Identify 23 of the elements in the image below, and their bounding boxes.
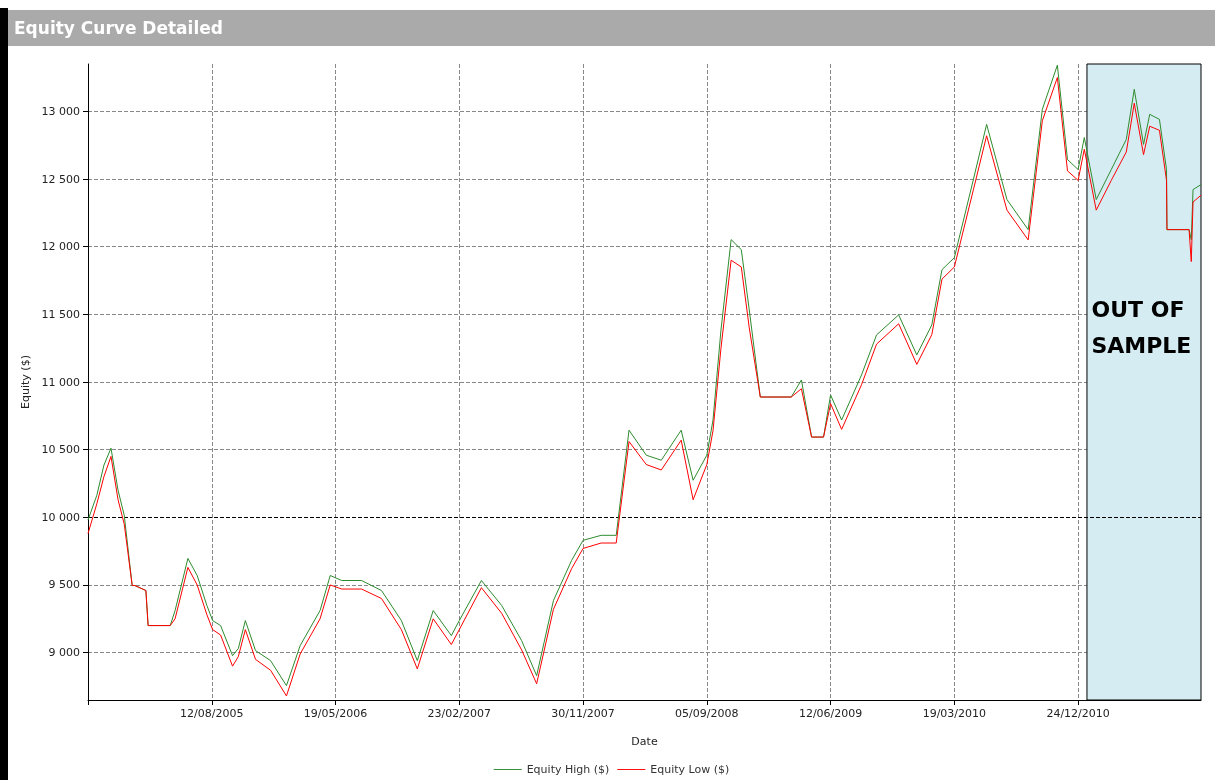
legend-label: Equity Low ($) bbox=[650, 763, 730, 776]
x-tick-label: 30/11/2007 bbox=[551, 707, 615, 720]
legend-label: Equity High ($) bbox=[526, 763, 610, 776]
x-tick-label: 05/09/2008 bbox=[675, 707, 739, 720]
y-axis-title: Equity ($) bbox=[18, 355, 32, 409]
x-tick-label: 19/03/2010 bbox=[922, 707, 987, 720]
x-tick-label: 24/12/2010 bbox=[1046, 707, 1110, 720]
x-axis-title: Date bbox=[631, 735, 658, 748]
y-tick-label: 12 500 bbox=[41, 172, 80, 186]
x-tick-label: 12/08/2005 bbox=[180, 707, 244, 720]
y-tick-label: 11 500 bbox=[41, 307, 80, 321]
x-tick-label: 23/02/2007 bbox=[427, 707, 491, 720]
y-tick-label: 12 000 bbox=[41, 240, 80, 254]
y-tick-label: 10 000 bbox=[41, 510, 80, 524]
x-tick-label: 19/05/2006 bbox=[303, 707, 368, 720]
y-tick-label: 9 000 bbox=[48, 646, 80, 660]
chart-title: Equity Curve Detailed bbox=[8, 10, 1215, 46]
y-tick-label: 9 500 bbox=[48, 578, 80, 592]
x-tick-label: 12/06/2009 bbox=[798, 707, 863, 720]
y-tick-label: 10 500 bbox=[41, 443, 80, 457]
band-label: OUT OF SAMPLE bbox=[1091, 296, 1193, 358]
y-tick-label: 11 000 bbox=[41, 375, 80, 389]
y-tick-label: 13 000 bbox=[41, 104, 80, 118]
